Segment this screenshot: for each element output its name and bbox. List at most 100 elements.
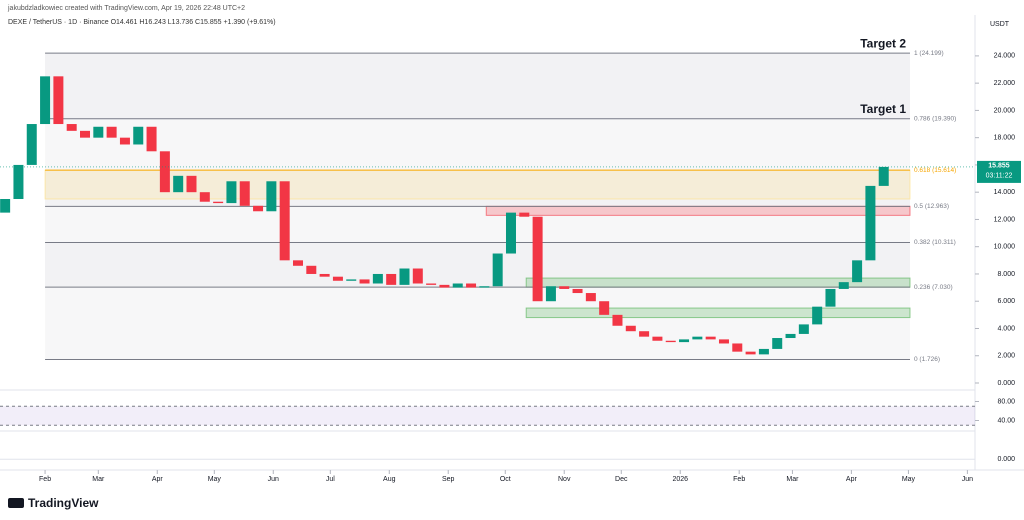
candle xyxy=(253,205,264,212)
candle xyxy=(13,164,24,199)
x-tick-label: Dec xyxy=(615,476,628,483)
candle xyxy=(665,340,676,343)
y-tick-label: 12.000 xyxy=(994,216,1016,223)
logo-icon xyxy=(8,498,24,508)
y-tick-label: 10.000 xyxy=(994,244,1016,251)
x-tick-label: Mar xyxy=(786,476,799,483)
candle xyxy=(266,181,277,212)
y-tick-label: 18.000 xyxy=(994,135,1016,142)
last-price: 15.855 xyxy=(988,163,1010,170)
header: jakubdzladkowiec created with TradingVie… xyxy=(7,5,245,12)
candle xyxy=(452,283,463,288)
rsi-tick-label: 80.00 xyxy=(997,398,1015,405)
candle xyxy=(812,306,823,325)
fib-band xyxy=(45,287,911,360)
candle xyxy=(319,273,330,277)
x-tick-label: Nov xyxy=(558,476,571,483)
logo-text: TradingView xyxy=(28,496,99,510)
candle xyxy=(93,126,104,138)
x-tick-label: Jun xyxy=(268,476,279,483)
candle xyxy=(133,126,144,145)
candle xyxy=(346,279,357,281)
y-tick-label: 14.000 xyxy=(994,189,1016,196)
candle xyxy=(412,268,423,284)
x-tick-label: Feb xyxy=(733,476,745,483)
candle xyxy=(213,201,224,204)
candle xyxy=(466,283,477,288)
candle xyxy=(652,336,663,341)
candle xyxy=(718,339,729,344)
fib-label: 0.382 (10.311) xyxy=(914,239,956,246)
symbol-line: DEXE / TetherUS · 1D · Binance O14.461 H… xyxy=(8,19,276,26)
rsi-band xyxy=(0,406,975,426)
y-tick-label: 22.000 xyxy=(994,80,1016,87)
candle xyxy=(878,166,889,186)
candle xyxy=(119,137,130,145)
candle xyxy=(758,348,769,355)
candle xyxy=(173,175,184,193)
candle xyxy=(439,284,450,288)
target-label: Target 2 xyxy=(860,36,906,50)
candle xyxy=(772,338,783,349)
candle xyxy=(679,339,690,343)
candle xyxy=(106,126,117,138)
candle xyxy=(386,273,397,285)
candle xyxy=(26,124,37,165)
last-price-box xyxy=(977,160,1021,183)
candle xyxy=(692,336,703,340)
candle xyxy=(705,336,716,340)
candle xyxy=(585,293,596,302)
candle xyxy=(279,181,290,261)
fib-label: 0 (1.726) xyxy=(914,356,940,363)
fib-band xyxy=(45,206,911,243)
candle xyxy=(146,126,157,152)
candle xyxy=(159,151,170,193)
zone xyxy=(485,205,911,216)
fib-label: 0.5 (12.963) xyxy=(914,203,949,210)
candle xyxy=(505,212,516,254)
candle xyxy=(838,282,849,289)
fib-label: 0.618 (15.614) xyxy=(914,167,956,174)
candle xyxy=(66,124,77,131)
candle xyxy=(625,325,636,332)
candle xyxy=(865,185,876,261)
rsi-tick-label: 40.00 xyxy=(997,417,1015,424)
x-tick-label: Jun xyxy=(962,476,973,483)
x-tick-label: May xyxy=(208,476,222,483)
candle xyxy=(798,324,809,334)
y-tick-label: 2.000 xyxy=(997,353,1015,360)
candle xyxy=(732,343,743,352)
x-tick-label: 2026 xyxy=(672,476,688,483)
candle xyxy=(239,181,250,206)
x-tick-label: Sep xyxy=(442,476,455,483)
y-tick-label: 0.000 xyxy=(997,380,1015,387)
candle xyxy=(639,331,650,337)
candle xyxy=(372,273,383,284)
fib-label: 0.236 (7.030) xyxy=(914,284,953,291)
x-tick-label: Jul xyxy=(326,476,335,483)
candle xyxy=(359,279,370,284)
fib-label: 1 (24.199) xyxy=(914,50,944,57)
logo: TradingView xyxy=(8,496,99,510)
fib-band xyxy=(45,118,911,171)
fib-label: 0.786 (19.390) xyxy=(914,115,956,122)
macd-tick-label: 0.000 xyxy=(997,456,1015,463)
x-tick-label: Apr xyxy=(152,476,164,483)
candle xyxy=(532,216,543,302)
x-tick-label: Aug xyxy=(383,476,396,483)
candle xyxy=(306,265,317,274)
y-tick-label: 6.000 xyxy=(997,298,1015,305)
x-tick-label: Feb xyxy=(39,476,51,483)
candle xyxy=(852,260,863,283)
candle xyxy=(599,301,610,315)
y-tick-label: 4.000 xyxy=(997,325,1015,332)
countdown: 03:11:22 xyxy=(986,173,1013,180)
candle xyxy=(53,76,64,125)
y-tick-label: 20.000 xyxy=(994,107,1016,114)
candle xyxy=(612,314,623,326)
candle xyxy=(426,283,437,285)
candle xyxy=(80,130,91,138)
fib-band xyxy=(45,242,911,288)
candle xyxy=(572,288,583,294)
candle xyxy=(40,76,51,125)
